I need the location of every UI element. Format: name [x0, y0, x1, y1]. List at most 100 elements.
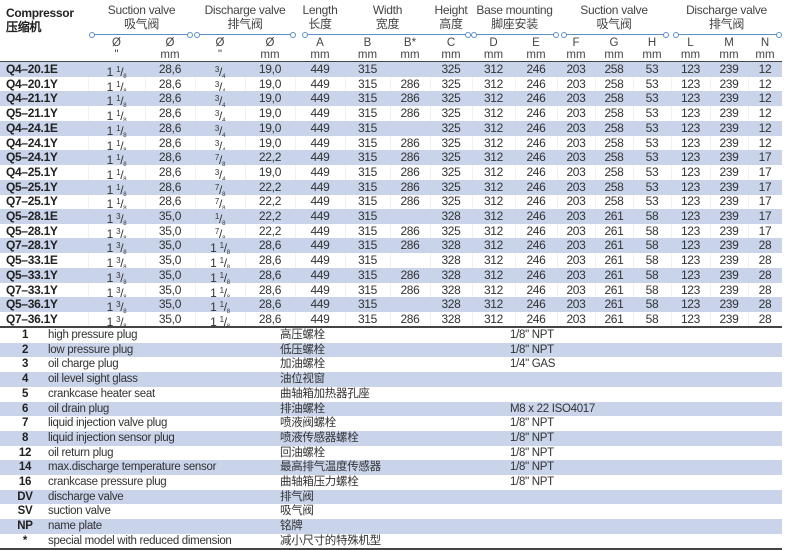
dimension-value: 449 — [310, 209, 330, 223]
dimension-value: 28 — [758, 267, 772, 282]
fraction-inch: 1 1/8 — [88, 106, 145, 124]
dimension-value: 312 — [483, 135, 504, 150]
dimension-value: 449 — [310, 282, 330, 297]
dimension-value: 123 — [680, 150, 701, 165]
dimension-value: 312 — [483, 150, 504, 165]
fraction-whole: 1 — [106, 256, 114, 271]
dimension-value: 315 — [357, 267, 378, 282]
fraction-whole: 1 — [106, 270, 114, 285]
dimension-value: 239 — [719, 194, 739, 209]
dimension-value: 315 — [357, 253, 378, 268]
dimension-value: 123 — [680, 267, 701, 282]
fraction-numerator: 1 — [116, 123, 121, 133]
fraction-inch: 1 3/8 — [106, 241, 127, 257]
model-name: Q4–25.1Y — [6, 164, 58, 179]
dimension-value: 239 — [719, 311, 739, 326]
legend-description-cn: 喷液传感器螺栓 — [280, 431, 359, 444]
dimension-value: 53 — [645, 150, 659, 165]
dimension-value: 325 — [441, 62, 461, 76]
column-group-header: Width 宽度 — [345, 3, 430, 31]
column-symbol: B — [363, 37, 372, 49]
dimension-value: 17 — [758, 164, 772, 179]
table-row: Q7–25.1Y 1 1/8 28,6 7/8 22,2 449 315 286 325 312… — [0, 194, 782, 212]
fraction-inch: 1 1/8 — [106, 94, 127, 110]
dimension-value: 315 — [357, 179, 378, 194]
fraction-inch: 1 1/8 — [106, 182, 127, 198]
fraction-denominator: 8 — [123, 74, 127, 80]
fraction-numerator: 3 — [214, 65, 220, 74]
dimension-value: 258 — [604, 164, 624, 179]
column-symbol: Ø — [215, 37, 225, 49]
fraction-whole: 1 — [210, 241, 217, 256]
legend-description-cn: 高压螺栓 — [280, 329, 325, 341]
model-name: Q4–21.1Y — [6, 91, 58, 106]
dimension-value: 28,6 — [158, 135, 182, 150]
legend-description-en: crankcase pressure plug — [48, 476, 167, 488]
dimension-value: 239 — [719, 253, 739, 268]
dimension-value: 312 — [483, 209, 504, 223]
group-title-cn: 脚座安装 — [491, 17, 538, 31]
dimension-value: 315 — [357, 150, 378, 165]
dimension-value: 258 — [604, 150, 624, 165]
legend-description-en: name plate — [48, 520, 102, 533]
dimension-value: 246 — [526, 150, 546, 165]
fraction-inch: 1 3/8 — [106, 212, 127, 227]
dimension-value: 203 — [566, 194, 586, 209]
dimension-value: 53 — [645, 62, 659, 76]
dimension-value: 239 — [719, 223, 739, 238]
dimension-value: 35,0 — [158, 311, 182, 326]
dimension-value: 449 — [310, 223, 330, 238]
column-unit: mm — [642, 49, 662, 61]
dimension-value: 12 — [758, 120, 772, 135]
dimension-value: 449 — [310, 135, 330, 150]
legend-description-cn: 铭牌 — [280, 520, 303, 533]
legend-description-cn: 回油螺栓 — [280, 446, 325, 459]
fraction-numerator: 3 — [214, 167, 220, 177]
fraction-denominator: 8 — [123, 103, 127, 110]
dimension-value: 246 — [526, 91, 546, 106]
table-row: Q4–20.1E 1 1/8 28,6 3/4 19,0 449 315 325 312 246… — [0, 62, 782, 80]
dimension-value: 17 — [758, 223, 772, 238]
model-name: Q5–28.1E — [6, 209, 58, 223]
fraction-denominator: 8 — [226, 309, 230, 316]
fraction-whole: 1 — [210, 300, 217, 315]
legend-code: 14 — [18, 461, 32, 474]
fraction-numerator: 1 — [219, 314, 224, 324]
dimension-value: 239 — [719, 267, 739, 282]
dimension-value: 123 — [680, 282, 701, 297]
legend-code: 7 — [21, 417, 29, 430]
dimension-value: 53 — [645, 76, 659, 91]
compressor-header-en: Compressor — [6, 6, 74, 20]
dimension-value: 203 — [566, 311, 586, 326]
dimension-value: 28,6 — [158, 106, 182, 121]
dimension-value: 328 — [441, 311, 461, 326]
dimension-value — [390, 297, 430, 312]
column-group-header: Height 高度 — [430, 3, 472, 31]
dimension-value: 286 — [400, 76, 420, 91]
group-title-en: Base mounting — [476, 3, 553, 17]
fraction-numerator: 3 — [214, 123, 220, 133]
compressor-header-cn: 压缩机 — [6, 20, 42, 34]
fraction-whole: 1 — [106, 212, 114, 226]
dimension-value: 246 — [526, 238, 546, 253]
column-unit: mm — [566, 49, 586, 61]
fraction-whole: 1 — [106, 182, 114, 197]
dimension-value: 203 — [566, 135, 586, 150]
model-name: Q5–21.1Y — [6, 106, 58, 121]
dimension-value: 123 — [680, 297, 701, 312]
dimension-value: 286 — [400, 164, 420, 179]
table-row: Q4–21.1Y 1 1/8 28,6 3/4 19,0 449 315 286 325 312… — [0, 91, 782, 110]
legend-description-cn: 曲轴箱加热器孔座 — [280, 387, 370, 400]
fraction-numerator: 1 — [219, 256, 224, 266]
legend-row: 3 oil charge plug 加油螺栓 1/4" GAS — [0, 357, 782, 372]
group-divider-line — [194, 32, 296, 38]
fraction-denominator: 8 — [222, 191, 226, 198]
dimension-value: 449 — [310, 150, 330, 165]
dimension-value: 258 — [604, 76, 624, 91]
model-name: Q4–24.1Y — [6, 135, 58, 150]
dimension-value: 315 — [357, 76, 378, 91]
dimension-value: 239 — [719, 120, 739, 135]
